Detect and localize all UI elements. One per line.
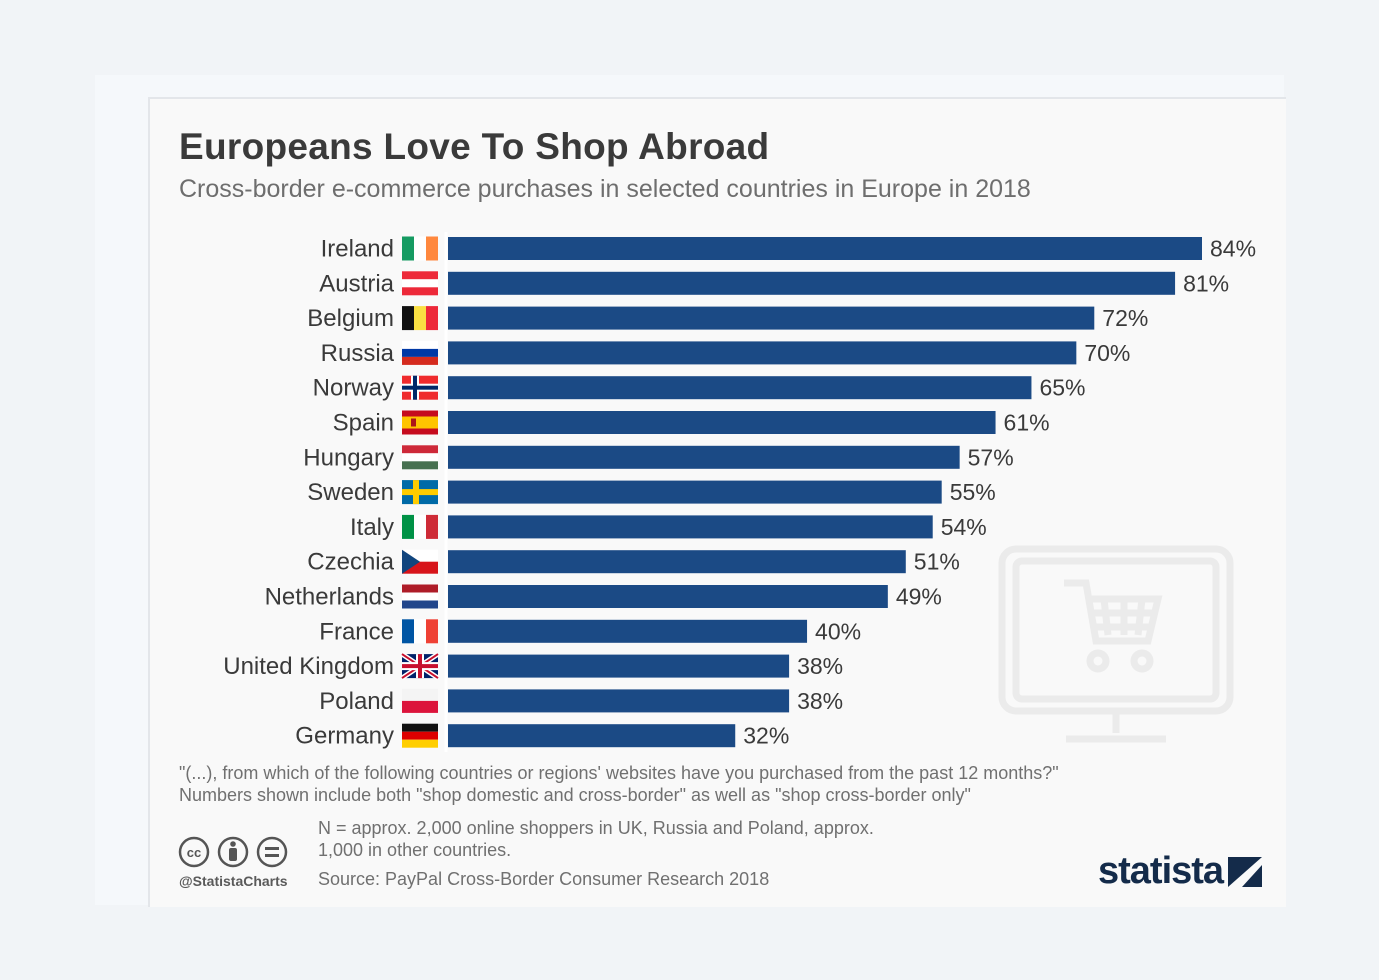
value-label: 38% [797, 653, 843, 679]
category-label: Netherlands [265, 584, 394, 611]
value-label: 65% [1039, 375, 1085, 401]
value-label: 32% [743, 723, 789, 749]
value-label: 51% [914, 549, 960, 575]
bar-austria [448, 271, 1176, 295]
poland-flag [402, 688, 438, 713]
netherlands-flag [402, 584, 438, 609]
ireland-flag [402, 236, 438, 261]
category-label: Ireland [321, 236, 394, 263]
category-label: Germany [295, 723, 394, 750]
sample-note: N = approx. 2,000 online shoppers in UK,… [318, 817, 958, 861]
bar-poland [448, 689, 790, 713]
germany-flag [402, 723, 438, 748]
bar-united-kingdom [448, 654, 790, 678]
category-label: Austria [319, 270, 394, 297]
statista-logo-text: statista [1098, 850, 1224, 892]
belgium-flag [402, 306, 438, 331]
bar-hungary [448, 445, 960, 469]
value-label: 84% [1210, 236, 1256, 262]
chart-subtitle: Cross-border e-commerce purchases in sel… [179, 175, 1031, 203]
svg-text:cc: cc [187, 845, 201, 860]
chart-title: Europeans Love To Shop Abroad [179, 126, 770, 167]
category-label: United Kingdom [223, 653, 394, 680]
sample-line-1: N = approx. 2,000 online shoppers in UK,… [318, 818, 874, 838]
spain-flag [402, 410, 438, 435]
attribution-icon[interactable] [217, 836, 249, 868]
value-label: 55% [950, 479, 996, 505]
russia-flag [402, 340, 438, 365]
value-label: 57% [968, 444, 1014, 470]
value-label: 70% [1084, 340, 1130, 366]
italy-flag [402, 514, 438, 539]
category-label: Norway [313, 375, 394, 402]
source-note: Source: PayPal Cross-Border Consumer Res… [318, 869, 770, 889]
value-label: 40% [815, 618, 861, 644]
bar-russia [448, 341, 1077, 365]
france-flag [402, 619, 438, 644]
category-label: Italy [350, 514, 394, 541]
value-label: 54% [941, 514, 987, 540]
category-label: Russia [321, 340, 395, 367]
value-label: 61% [1004, 410, 1050, 436]
austria-flag [402, 271, 438, 296]
category-label: Belgium [307, 305, 394, 332]
numbers-note: Numbers shown include both "shop domesti… [179, 785, 971, 805]
value-label: 81% [1183, 270, 1229, 296]
bar-spain [448, 411, 996, 434]
statista-logo-icon [1227, 856, 1262, 887]
bar-netherlands [448, 585, 888, 608]
value-label: 38% [797, 688, 843, 714]
bar-germany [448, 724, 736, 748]
category-label: Poland [319, 688, 394, 715]
sweden-flag [402, 480, 438, 505]
value-label: 72% [1102, 305, 1148, 331]
sample-line-2: 1,000 in other countries. [318, 840, 512, 860]
license-icons[interactable]: cc [178, 834, 298, 870]
bar-ireland [448, 237, 1202, 260]
category-label: Spain [333, 410, 394, 437]
norway-flag [402, 375, 438, 400]
value-label: 49% [896, 584, 942, 610]
bar-norway [448, 376, 1032, 400]
bar-belgium [448, 306, 1095, 330]
chart-note: "(...), from which of the following coun… [179, 762, 1219, 806]
bar-chart: Ireland 84% Austria 81% Belgium 72% Russia 70% N… [223, 235, 1257, 750]
category-label: Hungary [303, 444, 394, 471]
statista-handle[interactable]: @StatistaCharts [179, 873, 288, 889]
statista-logo[interactable]: statista [1098, 850, 1262, 893]
category-label: Czechia [307, 549, 394, 576]
no-derivatives-icon[interactable] [256, 836, 288, 868]
bar-italy [448, 515, 933, 539]
bar-czechia [448, 550, 906, 574]
hungary-flag [402, 445, 438, 470]
category-label: France [319, 618, 394, 645]
bar-sweden [448, 480, 942, 504]
bar-france [448, 619, 808, 643]
survey-question: "(...), from which of the following coun… [179, 763, 1059, 783]
bars-group: Ireland 84% Austria 81% Belgium 72% Russia 70% N… [223, 236, 1256, 750]
czechia-flag [402, 549, 438, 574]
category-label: Sweden [307, 479, 394, 506]
united-kingdom-flag [400, 652, 440, 681]
cc-icon[interactable]: cc [178, 836, 210, 868]
shopping-cart-monitor-icon [998, 545, 1234, 743]
